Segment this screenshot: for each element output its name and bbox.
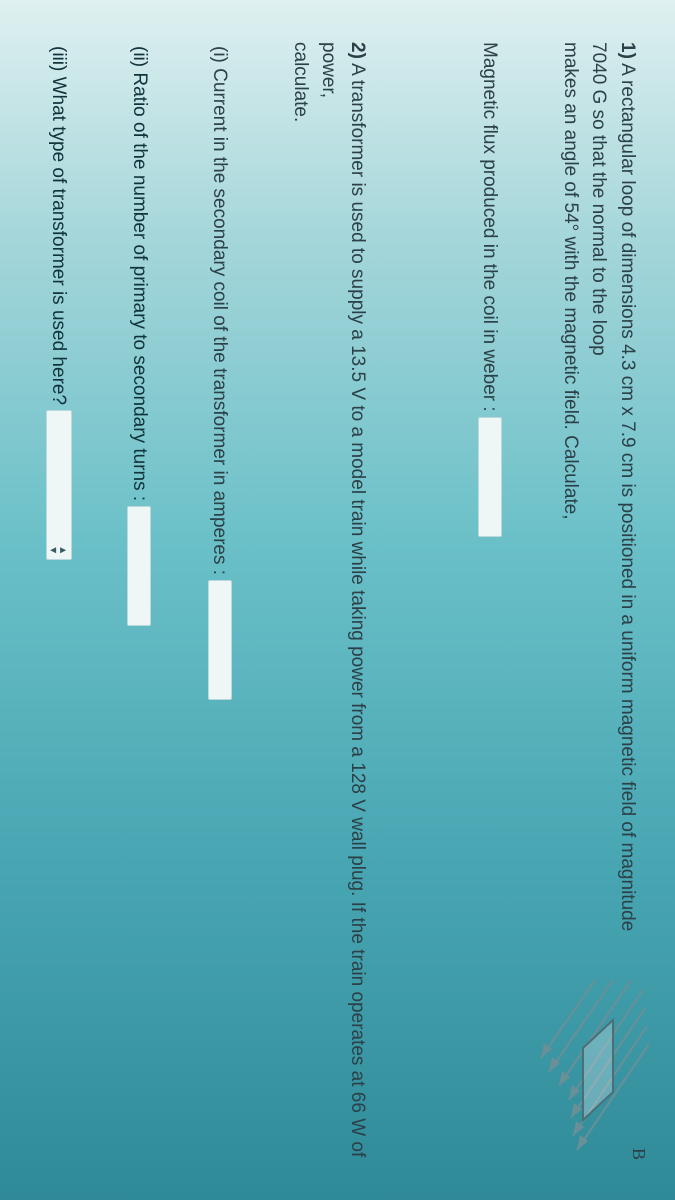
b-vector-label: B [629, 1148, 649, 1160]
q1-flux-input[interactable] [478, 417, 502, 537]
q2-line-2: calculate. [290, 42, 311, 122]
q2-part-i-input[interactable] [208, 580, 232, 700]
q2-part-iii-select[interactable]: ▴▾ [46, 410, 72, 560]
magnetic-field-diagram: B [529, 980, 649, 1160]
q1-line-2: makes an angle of 54° with the magnetic … [560, 42, 581, 520]
q2-number: 2) [347, 42, 368, 59]
q1-flux-row: Magnetic flux produced in the coil in we… [475, 42, 504, 1158]
q2-part-ii-input[interactable] [127, 506, 151, 626]
q2-part-ii-label: (ii) Ratio of the number of primary to s… [129, 46, 150, 501]
q1-flux-label: Magnetic flux produced in the coil in we… [480, 42, 501, 412]
q2-part-iii-label: (iii) What type of transformer is used h… [49, 46, 70, 405]
question-1: 1) A rectangular loop of dimensions 4.3 … [556, 42, 642, 962]
q1-line-1: A rectangular loop of dimensions 4.3 cm … [589, 42, 639, 931]
q2-part-i-label: (i) Current in the secondary coil of the… [210, 46, 231, 575]
q2-part-i-row: (i) Current in the secondary coil of the… [205, 42, 234, 1158]
q2-part-iii-row: (iii) What type of transformer is used h… [44, 42, 73, 1158]
q2-part-ii-row: (ii) Ratio of the number of primary to s… [125, 42, 154, 1158]
q1-number: 1) [617, 42, 638, 59]
dropdown-caret-icon: ▴▾ [49, 547, 69, 553]
question-2: 2) A transformer is used to supply a 13.… [286, 42, 372, 1158]
q2-line-1: A transformer is used to supply a 13.5 V… [319, 42, 369, 1157]
